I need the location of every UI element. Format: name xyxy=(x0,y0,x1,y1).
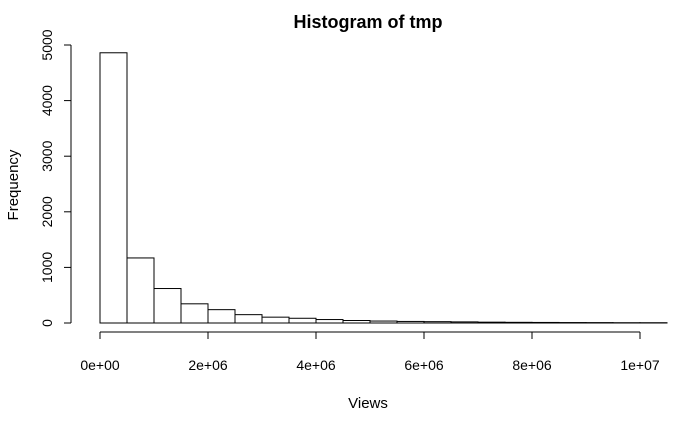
histogram-bar xyxy=(288,317,317,324)
histogram-bar xyxy=(261,316,290,324)
histogram-bar xyxy=(342,320,371,324)
histogram-bar xyxy=(531,321,560,324)
histogram-bar xyxy=(234,314,263,324)
x-tick-label: 6e+06 xyxy=(404,357,444,373)
chart-title: Histogram of tmp xyxy=(293,12,442,32)
y-tick-label: 5000 xyxy=(39,29,55,60)
histogram-bar xyxy=(153,288,182,324)
histogram-bar xyxy=(180,303,209,324)
y-tick-label: 1000 xyxy=(39,252,55,283)
x-tick-label: 2e+06 xyxy=(188,357,228,373)
histogram-bar xyxy=(126,257,155,324)
histogram-bar xyxy=(450,321,479,324)
y-tick-label: 0 xyxy=(39,319,55,327)
histogram-bar xyxy=(504,321,533,324)
x-tick-label: 1e+07 xyxy=(620,357,660,373)
y-axis: 0 1000 2000 3000 4000 5000 xyxy=(39,29,72,327)
y-axis-label: Frequency xyxy=(5,149,22,220)
x-tick-label: 8e+06 xyxy=(512,357,552,373)
x-axis: 0e+00 2e+06 4e+06 6e+06 8e+06 1e+07 xyxy=(80,331,660,373)
histogram-bar xyxy=(315,319,344,324)
bars-group xyxy=(99,52,668,324)
histogram-bar xyxy=(369,320,398,324)
y-tick-label: 3000 xyxy=(39,140,55,171)
y-tick-label: 4000 xyxy=(39,85,55,116)
histogram-bar xyxy=(99,52,128,324)
y-tick-label: 2000 xyxy=(39,196,55,227)
histogram-bar xyxy=(396,320,425,324)
x-axis-label: Views xyxy=(348,395,388,412)
histogram-bar xyxy=(207,309,236,324)
x-tick-label: 0e+00 xyxy=(80,357,120,373)
histogram-bar xyxy=(477,321,506,324)
histogram-bar xyxy=(423,321,452,324)
x-tick-label: 4e+06 xyxy=(296,357,336,373)
